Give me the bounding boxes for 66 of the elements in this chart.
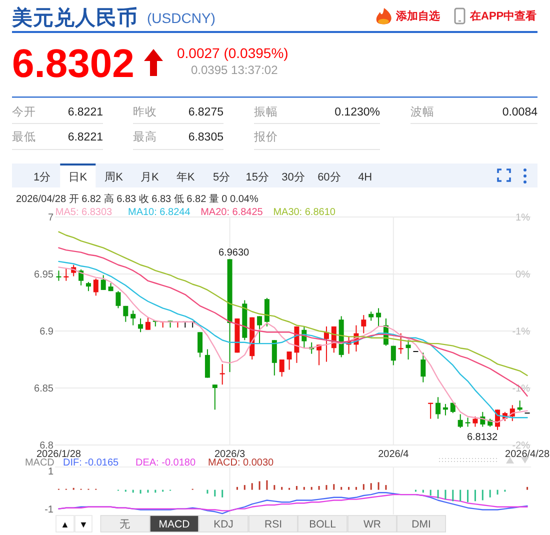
- text: WR: [364, 518, 382, 530]
- category-label: 1%: [516, 212, 530, 224]
- x-tick-label: 2026/4: [378, 449, 410, 460]
- text: 15分: [246, 172, 270, 184]
- text: DIF: -0.0165: [63, 458, 120, 468]
- text: 振幅: [254, 105, 278, 118]
- text: 1分: [33, 172, 51, 184]
- text: MACD: [158, 518, 190, 530]
- text: MA5: 6.8303: [55, 207, 113, 218]
- y-tick-label: 6.95: [34, 270, 54, 280]
- text: MA20: 6.8425: [200, 207, 264, 218]
- x-tick-label: 2026/4/28: [505, 449, 550, 460]
- chart-title: MACD: [24, 458, 54, 468]
- text: 月K: [140, 172, 160, 184]
- text: 0.1230%: [334, 106, 380, 118]
- text: (USDCNY): [147, 10, 216, 26]
- text: ▼: [79, 520, 88, 530]
- text: DEA: -0.0180: [136, 458, 196, 468]
- chart-title: 2026/04/28 开 6.82 高 6.83 收 6.83 低 6.82 量 0 0.04%: [16, 193, 258, 205]
- line-series: [58, 247, 528, 397]
- text: BOLL: [309, 518, 336, 530]
- y-tick-label: 6.8: [40, 440, 54, 452]
- text: 6.8275: [188, 106, 224, 118]
- text: 6.8305: [188, 131, 224, 144]
- text: 年K: [176, 172, 196, 184]
- text: 6.8221: [68, 131, 103, 144]
- text: DMI: [412, 518, 431, 530]
- y-tick-label: 1: [48, 466, 54, 478]
- x-tick-label: 2026/3: [214, 449, 246, 460]
- text: 0.0084: [502, 106, 538, 118]
- y-tick-label: -1: [44, 504, 54, 516]
- text: ▲: [60, 520, 70, 530]
- text: 在APP中查看: [469, 10, 537, 22]
- text: 今开: [12, 105, 36, 118]
- text: KDJ: [214, 518, 234, 530]
- line-series: [58, 231, 528, 376]
- text: 0.0027 (0.0395%): [177, 45, 288, 61]
- text: 60分: [318, 172, 341, 184]
- text: 昨收: [133, 105, 157, 118]
- text: 最高: [133, 129, 157, 144]
- text: 最低: [12, 130, 36, 144]
- text: 4H: [358, 172, 372, 184]
- y-tick-label: 7: [48, 212, 54, 224]
- text: 添加自选: [395, 10, 440, 22]
- y-tick-label: 6.9: [40, 326, 54, 338]
- category-label: 0%: [516, 270, 530, 280]
- annotation: 6.9630: [218, 248, 250, 259]
- text: 周K: [104, 172, 124, 184]
- text: 6.8302: [12, 42, 134, 86]
- y-tick-label: 6.85: [34, 384, 54, 394]
- annotation: 6.8132: [466, 432, 498, 443]
- category-label: -1%: [512, 326, 530, 338]
- text: 波幅: [410, 105, 434, 118]
- text: MA30: 6.8610: [273, 207, 336, 218]
- text: 6.8221: [68, 106, 103, 118]
- series-label: MACD: 0.0030: [208, 458, 274, 468]
- text: MA10: 6.8244: [128, 207, 191, 218]
- text: 0.0395 13:37:02: [191, 63, 278, 77]
- text: RSI: [264, 518, 282, 530]
- text: 日K: [68, 172, 88, 184]
- text: 5分: [212, 172, 230, 184]
- text: 报价: [253, 130, 278, 144]
- x-tick-label: 2026/1/28: [36, 449, 82, 460]
- text: 美元兑人民币: [11, 6, 138, 30]
- text: 无: [120, 518, 131, 530]
- text: 30分: [282, 172, 305, 184]
